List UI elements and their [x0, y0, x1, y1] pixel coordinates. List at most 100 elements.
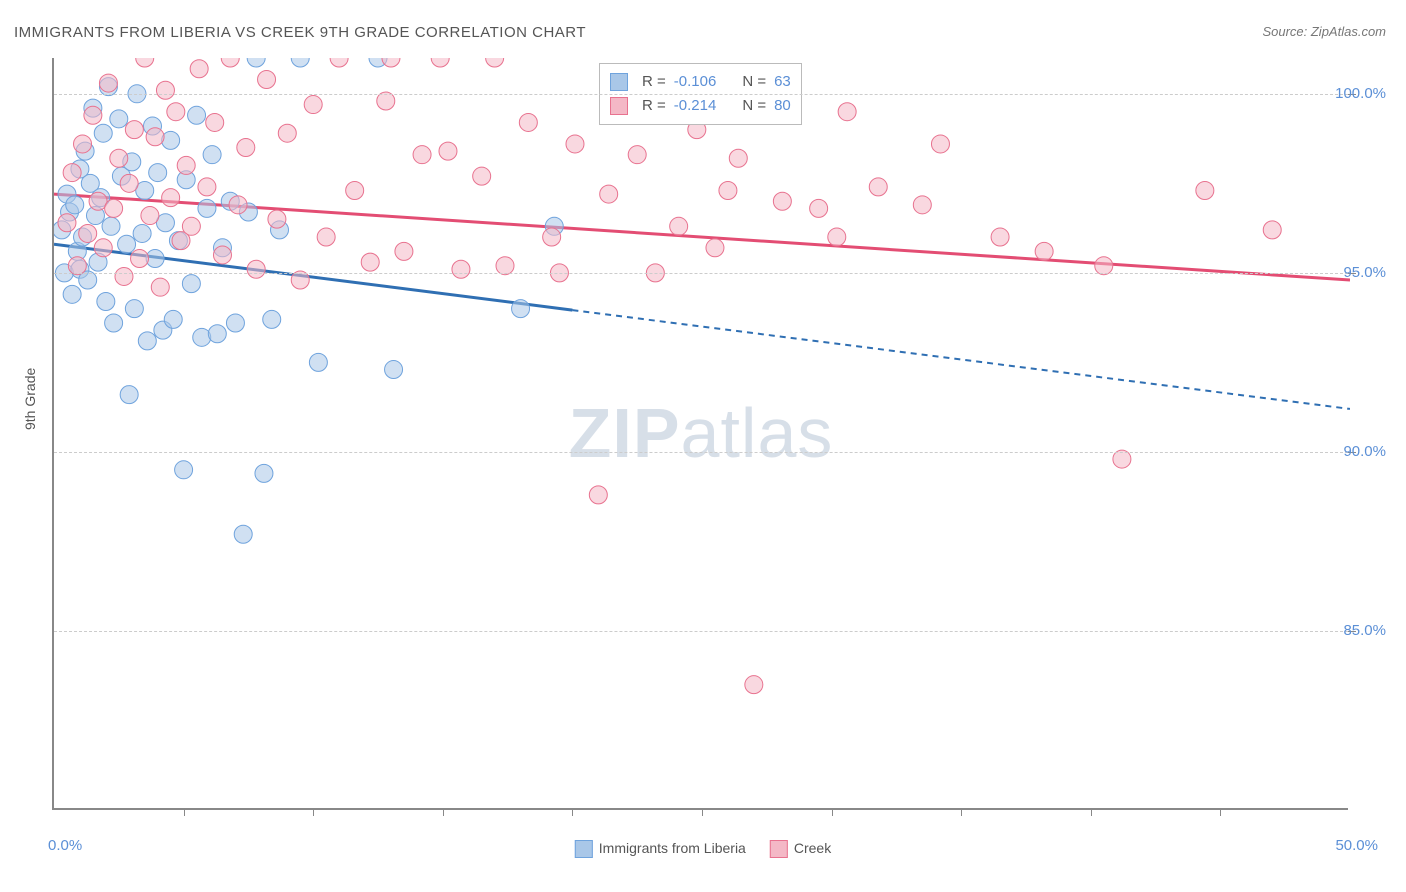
n-label: N =	[742, 94, 766, 118]
data-point	[125, 121, 143, 139]
x-tick	[313, 808, 314, 816]
data-point	[156, 81, 174, 99]
x-tick	[961, 808, 962, 816]
y-tick-label: 95.0%	[1343, 264, 1386, 281]
x-axis-min-label: 0.0%	[48, 837, 82, 854]
data-point	[719, 181, 737, 199]
data-point	[291, 58, 309, 67]
data-point	[208, 325, 226, 343]
data-point	[1196, 181, 1214, 199]
data-point	[258, 70, 276, 88]
swatch-series-0	[610, 73, 628, 91]
n-value-0: 63	[774, 70, 791, 94]
data-point	[151, 278, 169, 296]
data-point	[177, 156, 195, 174]
data-point	[120, 386, 138, 404]
x-tick	[184, 808, 185, 816]
data-point	[182, 217, 200, 235]
data-point	[198, 199, 216, 217]
data-point	[745, 676, 763, 694]
x-tick	[832, 808, 833, 816]
swatch-icon	[770, 840, 788, 858]
data-point	[131, 250, 149, 268]
data-point	[213, 246, 231, 264]
data-point	[382, 58, 400, 67]
data-point	[869, 178, 887, 196]
chart-container: IMMIGRANTS FROM LIBERIA VS CREEK 9TH GRA…	[0, 0, 1406, 892]
r-label: R =	[642, 94, 666, 118]
data-point	[361, 253, 379, 271]
data-point	[268, 210, 286, 228]
data-point	[94, 239, 112, 257]
r-label: R =	[642, 70, 666, 94]
data-point	[589, 486, 607, 504]
data-point	[136, 58, 154, 67]
r-value-0: -0.106	[674, 70, 717, 94]
x-tick	[443, 808, 444, 816]
data-point	[828, 228, 846, 246]
data-point	[773, 192, 791, 210]
data-point	[991, 228, 1009, 246]
r-value-1: -0.214	[674, 94, 717, 118]
data-point	[413, 146, 431, 164]
data-point	[97, 293, 115, 311]
points-layer	[54, 58, 1350, 810]
data-point	[670, 217, 688, 235]
data-point	[519, 113, 537, 131]
x-tick	[572, 808, 573, 816]
data-point	[385, 361, 403, 379]
data-point	[628, 146, 646, 164]
n-value-1: 80	[774, 94, 791, 118]
data-point	[193, 328, 211, 346]
data-point	[63, 164, 81, 182]
data-point	[110, 110, 128, 128]
data-point	[105, 314, 123, 332]
stats-row-series-0: R = -0.106 N = 63	[610, 70, 791, 94]
data-point	[931, 135, 949, 153]
data-point	[118, 235, 136, 253]
data-point	[473, 167, 491, 185]
data-point	[203, 146, 221, 164]
data-point	[164, 310, 182, 328]
data-point	[94, 124, 112, 142]
data-point	[149, 164, 167, 182]
data-point	[1035, 242, 1053, 260]
swatch-icon	[575, 840, 593, 858]
data-point	[58, 214, 76, 232]
data-point	[255, 464, 273, 482]
data-point	[278, 124, 296, 142]
data-point	[439, 142, 457, 160]
source-label: Source: ZipAtlas.com	[1262, 24, 1386, 39]
legend-item-0: Immigrants from Liberia	[575, 840, 746, 858]
data-point	[543, 228, 561, 246]
data-point	[263, 310, 281, 328]
gridline-h	[54, 452, 1348, 453]
data-point	[1263, 221, 1281, 239]
gridline-h	[54, 273, 1348, 274]
data-point	[566, 135, 584, 153]
gridline-h	[54, 631, 1348, 632]
y-axis-label: 9th Grade	[22, 368, 38, 430]
data-point	[913, 196, 931, 214]
data-point	[226, 314, 244, 332]
data-point	[317, 228, 335, 246]
data-point	[198, 178, 216, 196]
data-point	[229, 196, 247, 214]
data-point	[120, 174, 138, 192]
n-label: N =	[742, 70, 766, 94]
legend-label-0: Immigrants from Liberia	[599, 840, 746, 856]
stats-row-series-1: R = -0.214 N = 80	[610, 94, 791, 118]
data-point	[346, 181, 364, 199]
data-point	[838, 103, 856, 121]
data-point	[84, 106, 102, 124]
data-point	[188, 106, 206, 124]
data-point	[99, 74, 117, 92]
data-point	[63, 285, 81, 303]
data-point	[138, 332, 156, 350]
data-point	[729, 149, 747, 167]
y-tick-label: 85.0%	[1343, 622, 1386, 639]
swatch-series-1	[610, 97, 628, 115]
data-point	[162, 131, 180, 149]
data-point	[190, 60, 208, 78]
data-point	[182, 275, 200, 293]
